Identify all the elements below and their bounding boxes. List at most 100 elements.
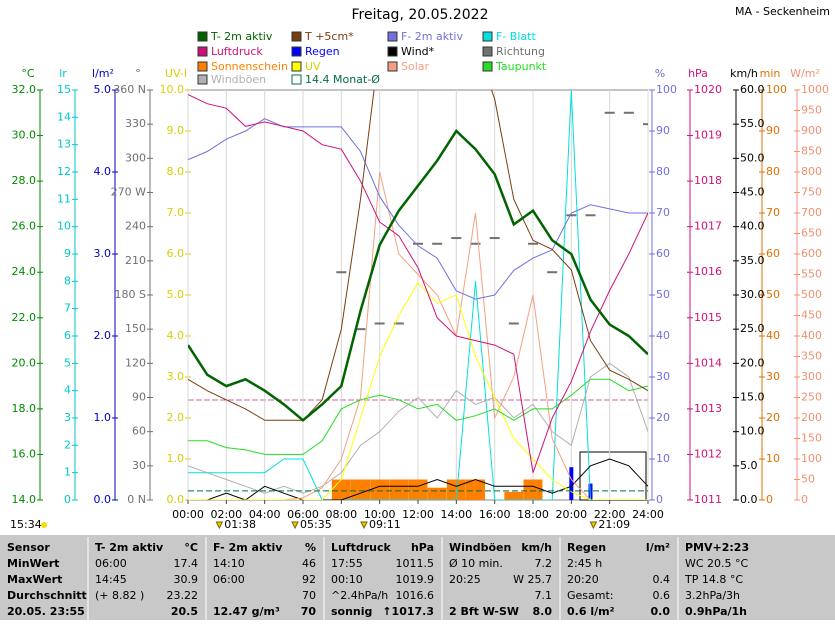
y-tick-label: 240	[125, 220, 146, 233]
axis-label: °C	[21, 67, 35, 80]
series-bar	[351, 479, 370, 500]
legend-label: T- 2m aktiv	[210, 30, 273, 43]
y-tick-label: 8.0	[167, 165, 185, 178]
summary-cell: 0.4	[653, 573, 671, 586]
y-tick-label: 1015	[694, 311, 722, 324]
legend-label: F- 2m aktiv	[401, 30, 463, 43]
y-tick-label: 450	[801, 309, 822, 322]
y-tick-label: 18.0	[12, 402, 37, 415]
y-tick-label: 0.0	[740, 493, 758, 506]
summary-cell: 0.6 l/m²	[567, 605, 615, 618]
legend-swatch	[197, 61, 208, 72]
y-tick-label: 25.0	[740, 322, 765, 335]
x-tick-label: 24:00	[632, 508, 664, 521]
summary-cell: 2 Bft W-SW	[449, 605, 519, 618]
y-tick-label: 300	[125, 151, 146, 164]
y-tick-label: 24.0	[12, 265, 37, 278]
y-tick-label: 3	[64, 411, 71, 424]
summary-cell: MinWert	[7, 557, 59, 570]
series-line	[188, 362, 648, 494]
series-bar	[408, 479, 428, 500]
y-tick-label: 5.0	[740, 459, 758, 472]
y-tick-label: 30.0	[740, 288, 765, 301]
x-tick-label: 04:00	[249, 508, 281, 521]
summary-cell: 70	[302, 589, 316, 602]
y-tick-label: 35.0	[740, 254, 765, 267]
y-tick-label: 550	[801, 268, 822, 281]
legend-swatch	[482, 31, 493, 42]
summary-cell: km/h	[521, 541, 552, 554]
summary-cell: 1019.9	[396, 573, 435, 586]
axis-label: W/m²	[790, 67, 820, 80]
y-tick-label: 180 S	[115, 288, 146, 301]
y-tick-label: 14	[57, 110, 71, 123]
y-tick-label: 28.0	[12, 174, 37, 187]
y-tick-label: 4.0	[167, 329, 185, 342]
summary-cell: 30.9	[174, 573, 199, 586]
y-tick-label: 200	[801, 411, 822, 424]
x-tick-label: 22:00	[594, 508, 626, 521]
summary-cell: %	[305, 541, 316, 554]
y-tick-label: 850	[801, 145, 822, 158]
y-tick-label: 0.0	[94, 493, 112, 506]
series-bar	[427, 487, 447, 500]
y-tick-label: 350	[801, 350, 822, 363]
y-tick-label: 100	[656, 83, 677, 96]
y-tick-label: 30	[766, 370, 780, 383]
event-label: 09:11	[369, 518, 401, 531]
x-tick-label: 08:00	[325, 508, 357, 521]
summary-cell: 06:00	[213, 573, 245, 586]
legend-label: Richtung	[496, 45, 545, 58]
y-tick-label: 0	[801, 493, 808, 506]
legend-label: F- Blatt	[496, 30, 536, 43]
y-tick-label: 20.0	[12, 356, 37, 369]
legend-swatch	[291, 61, 302, 72]
y-tick-label: 8	[64, 274, 71, 287]
summary-cell: 70	[301, 605, 317, 618]
y-tick-label: 1012	[694, 447, 722, 460]
legend-swatch	[387, 46, 398, 57]
y-tick-label: 3.0	[94, 247, 112, 260]
y-tick-label: 7.0	[167, 206, 185, 219]
series-line	[188, 281, 648, 500]
y-tick-label: 270 W	[111, 186, 146, 199]
summary-cell: Gesamt:	[567, 589, 614, 602]
x-tick-label: 16:00	[479, 508, 511, 521]
y-tick-label: 750	[801, 186, 822, 199]
summary-cell: sonnig	[331, 605, 372, 618]
y-tick-label: 3.0	[167, 370, 185, 383]
y-tick-label: 0 N	[127, 493, 146, 506]
legend-label: UV	[305, 60, 321, 73]
y-tick-label: 7	[64, 302, 71, 315]
summary-cell: °C	[184, 541, 198, 554]
y-tick-label: 400	[801, 329, 822, 342]
y-tick-label: 900	[801, 124, 822, 137]
axis-label: %	[655, 67, 665, 80]
y-tick-label: 70	[766, 206, 780, 219]
y-tick-label: 13	[57, 138, 71, 151]
summary-cell: Sensor	[7, 541, 50, 554]
y-tick-label: 2.0	[167, 411, 185, 424]
y-tick-label: 10	[57, 220, 71, 233]
legend-swatch	[197, 74, 208, 85]
summary-cell: 8.0	[533, 605, 553, 618]
x-tick-label: 02:00	[210, 508, 242, 521]
y-tick-label: 0	[766, 493, 773, 506]
y-tick-label: 600	[801, 247, 822, 260]
summary-cell: 0.9hPa/1h	[685, 605, 747, 618]
summary-cell: TP 14.8 °C	[684, 573, 743, 586]
y-tick-label: 50	[656, 288, 670, 301]
legend-label: Sonnenschein	[211, 60, 288, 73]
corner-label: 15:34	[10, 518, 42, 531]
y-tick-label: 150	[801, 432, 822, 445]
y-tick-label: 6	[64, 329, 71, 342]
summary-cell: 14:10	[213, 557, 245, 570]
y-tick-label: 1000	[801, 83, 829, 96]
y-tick-label: 90	[132, 391, 146, 404]
series-bar	[569, 467, 574, 500]
legend-swatch	[291, 74, 302, 85]
station-label: MA - Seckenheim	[735, 5, 830, 18]
y-tick-label: 1014	[694, 356, 722, 369]
legend-label: Regen	[305, 45, 340, 58]
